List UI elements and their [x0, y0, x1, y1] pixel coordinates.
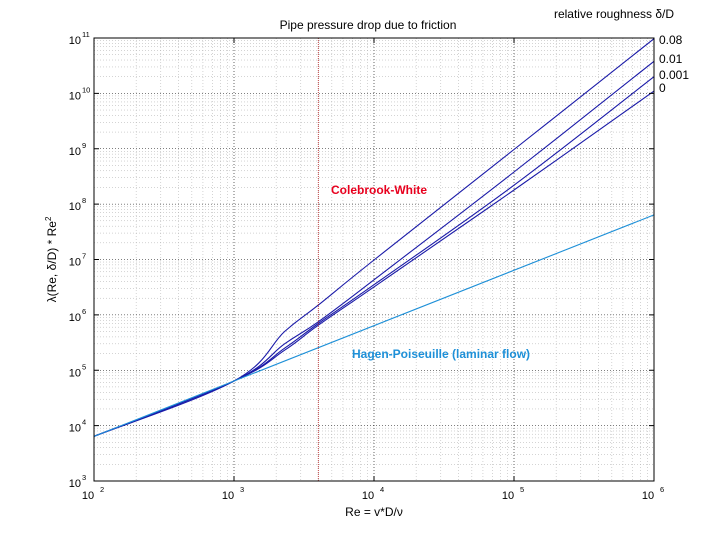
axis-ticks: 1021031041051061031041051061071081091010…	[69, 30, 664, 502]
legend-entry: 0.08	[659, 33, 683, 47]
y-axis-label: λ(Re, δ/D) * Re2	[44, 216, 59, 302]
y-tick-label: 10	[69, 257, 81, 269]
x-tick-label: 10	[82, 490, 94, 502]
x-tick-exponent: 4	[380, 485, 384, 494]
y-tick-exponent: 4	[82, 418, 86, 427]
annotation-hagen-poiseuille: Hagen-Poiseuille (laminar flow)	[352, 347, 530, 361]
y-tick-label: 10	[69, 35, 81, 47]
y-tick-label: 10	[69, 367, 81, 379]
y-tick-exponent: 11	[82, 30, 90, 39]
annotation-colebrook-white: Colebrook-White	[331, 183, 427, 197]
x-tick-label: 10	[222, 490, 234, 502]
y-tick-exponent: 10	[82, 85, 90, 94]
legend-entry: 0	[659, 81, 666, 95]
y-tick-exponent: 8	[82, 196, 86, 205]
x-axis-label: Re = v*D/ν	[345, 505, 403, 519]
x-tick-exponent: 2	[100, 485, 104, 494]
chart-series	[93, 38, 655, 481]
y-tick-label: 10	[69, 90, 81, 102]
y-tick-exponent: 3	[82, 473, 86, 482]
y-tick-exponent: 7	[82, 252, 86, 261]
y-tick-label: 10	[69, 312, 81, 324]
x-tick-exponent: 5	[520, 485, 524, 494]
legend-entry: 0.01	[659, 52, 683, 66]
series-line-4	[93, 214, 655, 437]
y-tick-exponent: 5	[82, 362, 86, 371]
x-tick-exponent: 3	[240, 485, 244, 494]
y-tick-exponent: 6	[82, 307, 86, 316]
x-tick-label: 10	[642, 490, 654, 502]
x-tick-exponent: 6	[660, 485, 664, 494]
y-tick-label: 10	[69, 146, 81, 158]
y-tick-label: 10	[69, 423, 81, 435]
y-tick-label: 10	[69, 478, 81, 490]
legend-entry: 0.001	[659, 68, 689, 82]
chart-title: Pipe pressure drop due to friction	[280, 18, 457, 32]
x-tick-label: 10	[362, 490, 374, 502]
x-tick-label: 10	[502, 490, 514, 502]
y-tick-exponent: 9	[82, 141, 86, 150]
grid-lines	[94, 38, 654, 481]
y-tick-label: 10	[69, 201, 81, 213]
legend-title: relative roughness δ/D	[554, 7, 674, 21]
